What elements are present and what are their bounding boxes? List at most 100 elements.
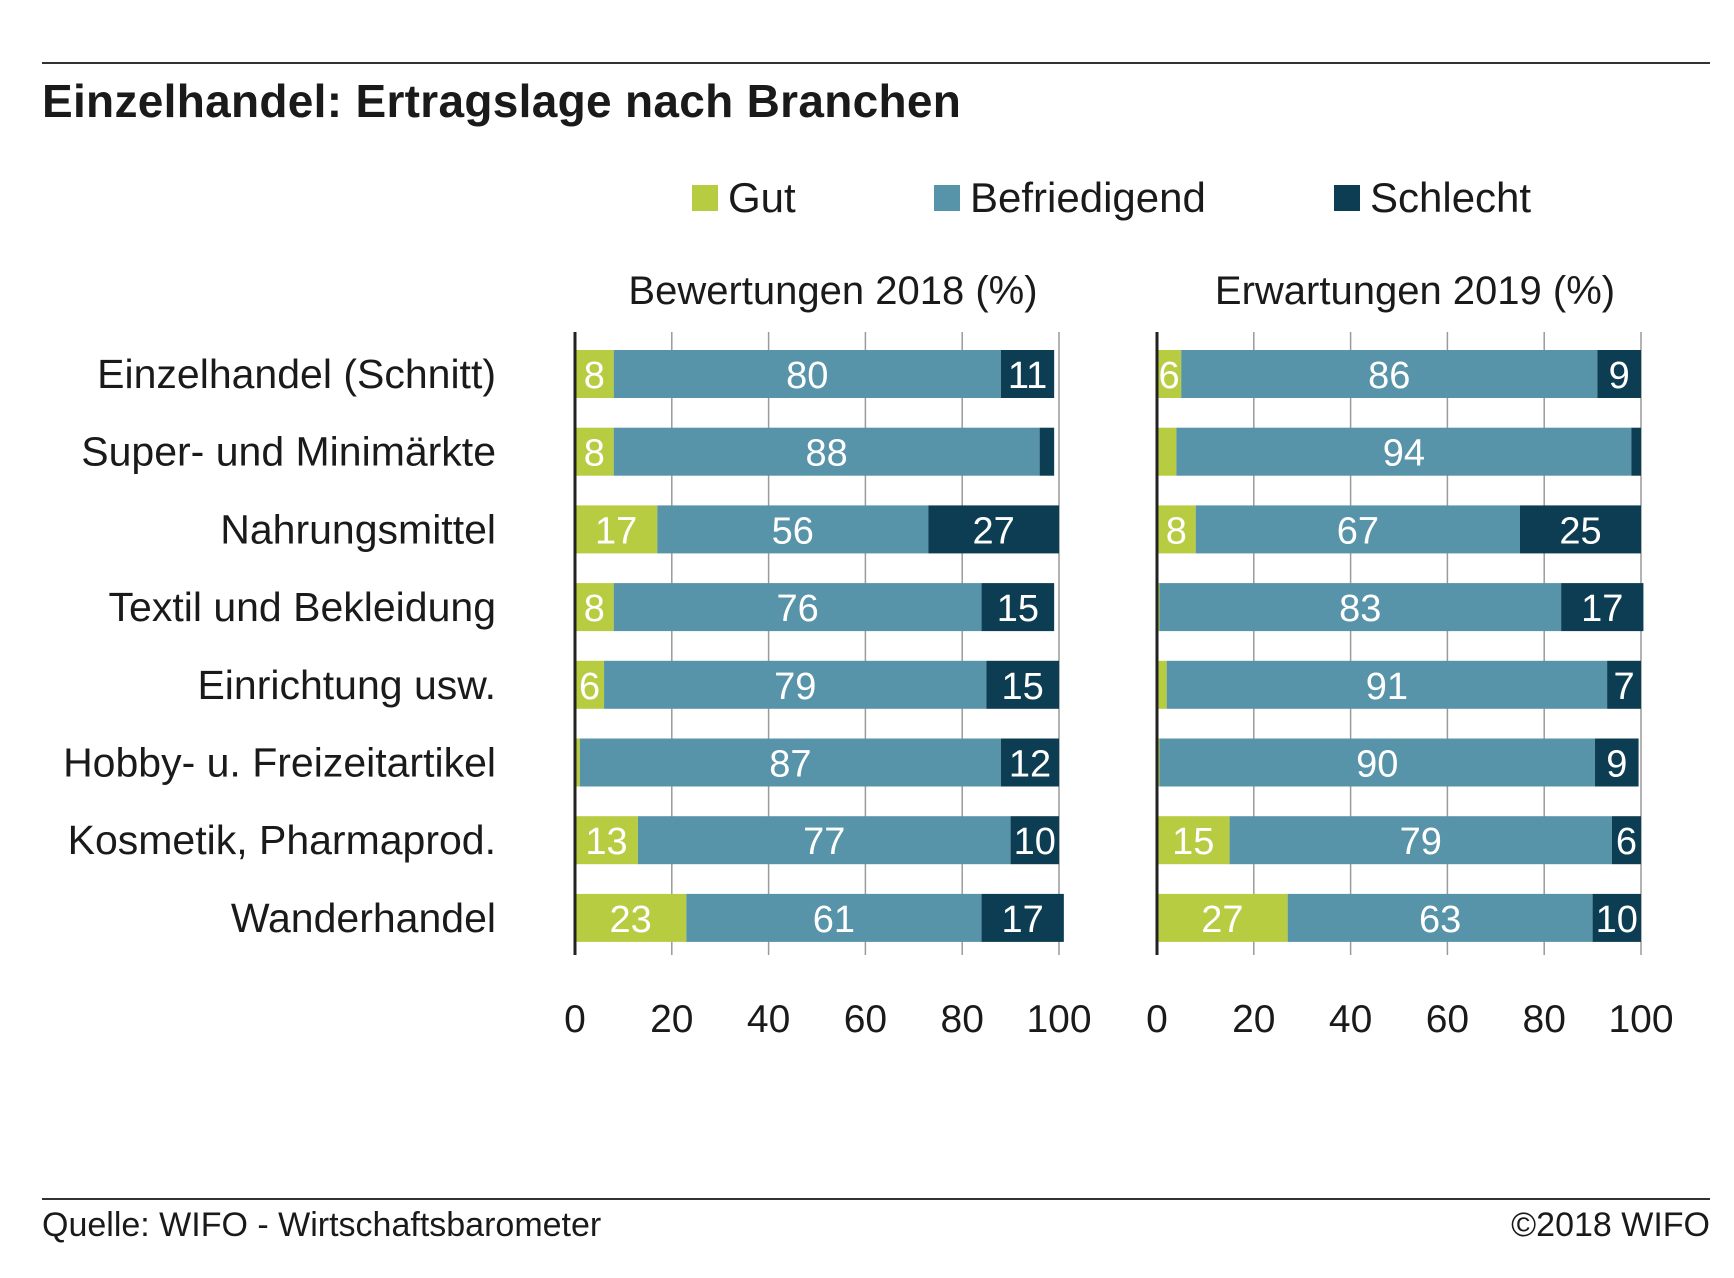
- bar-segment-gut: [1157, 505, 1196, 554]
- x-tick-label: 60: [844, 998, 887, 1041]
- bar-segment-befriedigend: [686, 893, 982, 942]
- panel-title: Bewertungen 2018 (%): [628, 269, 1037, 313]
- category-label: Nahrungsmittel: [220, 506, 496, 552]
- bar-value-label: 88: [806, 433, 848, 475]
- bar-segment-befriedigend: [1159, 738, 1596, 787]
- legend-swatch-gut: [692, 185, 718, 211]
- bar-value-label: 11: [1008, 355, 1047, 397]
- category-label: Textil und Bekleidung: [109, 584, 496, 630]
- bottom-rule: [42, 1198, 1710, 1200]
- bar-segment-gut: [575, 583, 614, 632]
- legend: Gut Befriedigend Schlecht: [0, 174, 1734, 222]
- legend-label-schlecht: Schlecht: [1370, 174, 1532, 221]
- bar-segment-schlecht: [981, 893, 1064, 942]
- bar-segment-schlecht: [1607, 660, 1641, 709]
- bar-value-label: 10: [1014, 821, 1056, 863]
- bar-segment-gut: [1157, 816, 1230, 865]
- bar-segment-schlecht: [928, 505, 1059, 554]
- bar-value-label: 94: [1383, 433, 1425, 475]
- bar-value-label: 23: [610, 899, 652, 941]
- x-tick-label: 0: [564, 998, 586, 1041]
- bar-value-label: 83: [1339, 588, 1381, 630]
- category-label: Wanderhandel: [231, 895, 496, 941]
- bar-value-label: 9: [1606, 744, 1627, 786]
- bar-value-label: 8: [584, 588, 605, 630]
- bar-value-label: 56: [772, 510, 814, 552]
- bar-value-label: 91: [1366, 666, 1408, 708]
- bar-segment-befriedigend: [613, 427, 1040, 476]
- bar-segment-gut: [575, 427, 614, 476]
- bar-value-label: 10: [1596, 899, 1638, 941]
- panel-title: Erwartungen 2019 (%): [1215, 269, 1615, 313]
- bar-value-label: 87: [769, 744, 811, 786]
- bar-value-label: 15: [1002, 666, 1044, 708]
- bar-value-label: 8: [1166, 510, 1187, 552]
- bar-segment-befriedigend: [1176, 427, 1632, 476]
- bar-segment-befriedigend: [604, 660, 987, 709]
- x-tick-label: 20: [650, 998, 693, 1041]
- bar-segment-schlecht: [1010, 816, 1059, 865]
- x-tick-label: 80: [941, 998, 984, 1041]
- x-tick-label: 60: [1426, 998, 1469, 1041]
- chart-title: Einzelhandel: Ertragslage nach Branchen: [42, 75, 962, 127]
- bar-segment-befriedigend: [579, 738, 1001, 787]
- x-tick-label: 100: [1608, 998, 1673, 1041]
- bar-value-label: 17: [1002, 899, 1044, 941]
- bar-segment-schlecht: [1631, 427, 1641, 476]
- legend-swatch-befriedigend: [934, 185, 960, 211]
- bar-segment-gut: [575, 505, 658, 554]
- bar-value-label: 79: [1400, 821, 1442, 863]
- bar-segment-schlecht: [986, 660, 1059, 709]
- bar-segment-schlecht: [1000, 350, 1055, 398]
- bar-segment-gut: [575, 893, 687, 942]
- bar-segment-schlecht: [1000, 738, 1059, 787]
- bar-segment-schlecht: [1520, 505, 1641, 554]
- legend-item-befriedigend: Befriedigend: [934, 174, 1206, 222]
- legend-label-befriedigend: Befriedigend: [970, 174, 1206, 221]
- category-label: Einrichtung usw.: [197, 662, 496, 708]
- bar-value-label: 76: [776, 588, 818, 630]
- bar-segment-gut: [575, 816, 638, 865]
- bar-value-label: 6: [1159, 355, 1180, 397]
- bar-segment-befriedigend: [1159, 583, 1562, 632]
- bar-segment-befriedigend: [613, 583, 982, 632]
- bar-segment-gut: [1157, 893, 1288, 942]
- footer-source: Quelle: WIFO - Wirtschaftsbarometer: [42, 1206, 602, 1244]
- bar-value-label: 17: [1581, 588, 1623, 630]
- bar-value-label: 86: [1368, 355, 1410, 397]
- bar-value-label: 13: [585, 821, 627, 863]
- bar-segment-schlecht: [1561, 583, 1644, 632]
- bar-value-label: 79: [774, 666, 816, 708]
- bar-segment-befriedigend: [1287, 893, 1593, 942]
- bar-segment-befriedigend: [613, 350, 1001, 398]
- bar-segment-befriedigend: [657, 505, 929, 554]
- chart-canvas: Einzelhandel (Schnitt) Super- und Minimär…: [63, 269, 1673, 1041]
- legend-item-gut: Gut: [692, 174, 796, 222]
- bar-value-label: 25: [1559, 510, 1601, 552]
- bar-segment-schlecht: [1611, 816, 1641, 865]
- category-label: Kosmetik, Pharmaprod.: [68, 817, 496, 863]
- category-label: Super- und Minimärkte: [81, 429, 496, 475]
- x-tick-label: 40: [1329, 998, 1372, 1041]
- bar-segment-schlecht: [1039, 427, 1055, 476]
- footer-copyright: ©2018 WIFO: [1511, 1206, 1710, 1244]
- bar-segment-schlecht: [981, 583, 1055, 632]
- bar-segment-befriedigend: [1195, 505, 1520, 554]
- x-tick-label: 40: [747, 998, 790, 1041]
- x-tick-label: 0: [1146, 998, 1168, 1041]
- bar-value-label: 67: [1337, 510, 1379, 552]
- bar-segment-befriedigend: [1181, 350, 1598, 398]
- bar-value-label: 9: [1609, 355, 1630, 397]
- category-label: Hobby- u. Freizeitartikel: [63, 740, 496, 786]
- bar-value-label: 7: [1613, 666, 1634, 708]
- bar-value-label: 77: [803, 821, 845, 863]
- bar-segment-befriedigend: [637, 816, 1011, 865]
- bar-segment-befriedigend: [1166, 660, 1608, 709]
- legend-item-schlecht: Schlecht: [1334, 174, 1531, 222]
- bar-segment-gut: [1157, 350, 1182, 398]
- bar-value-label: 8: [584, 433, 605, 475]
- bar-segment-schlecht: [1592, 893, 1641, 942]
- x-tick-label: 20: [1232, 998, 1275, 1041]
- bar-value-label: 15: [997, 588, 1039, 630]
- top-rule: [42, 62, 1710, 64]
